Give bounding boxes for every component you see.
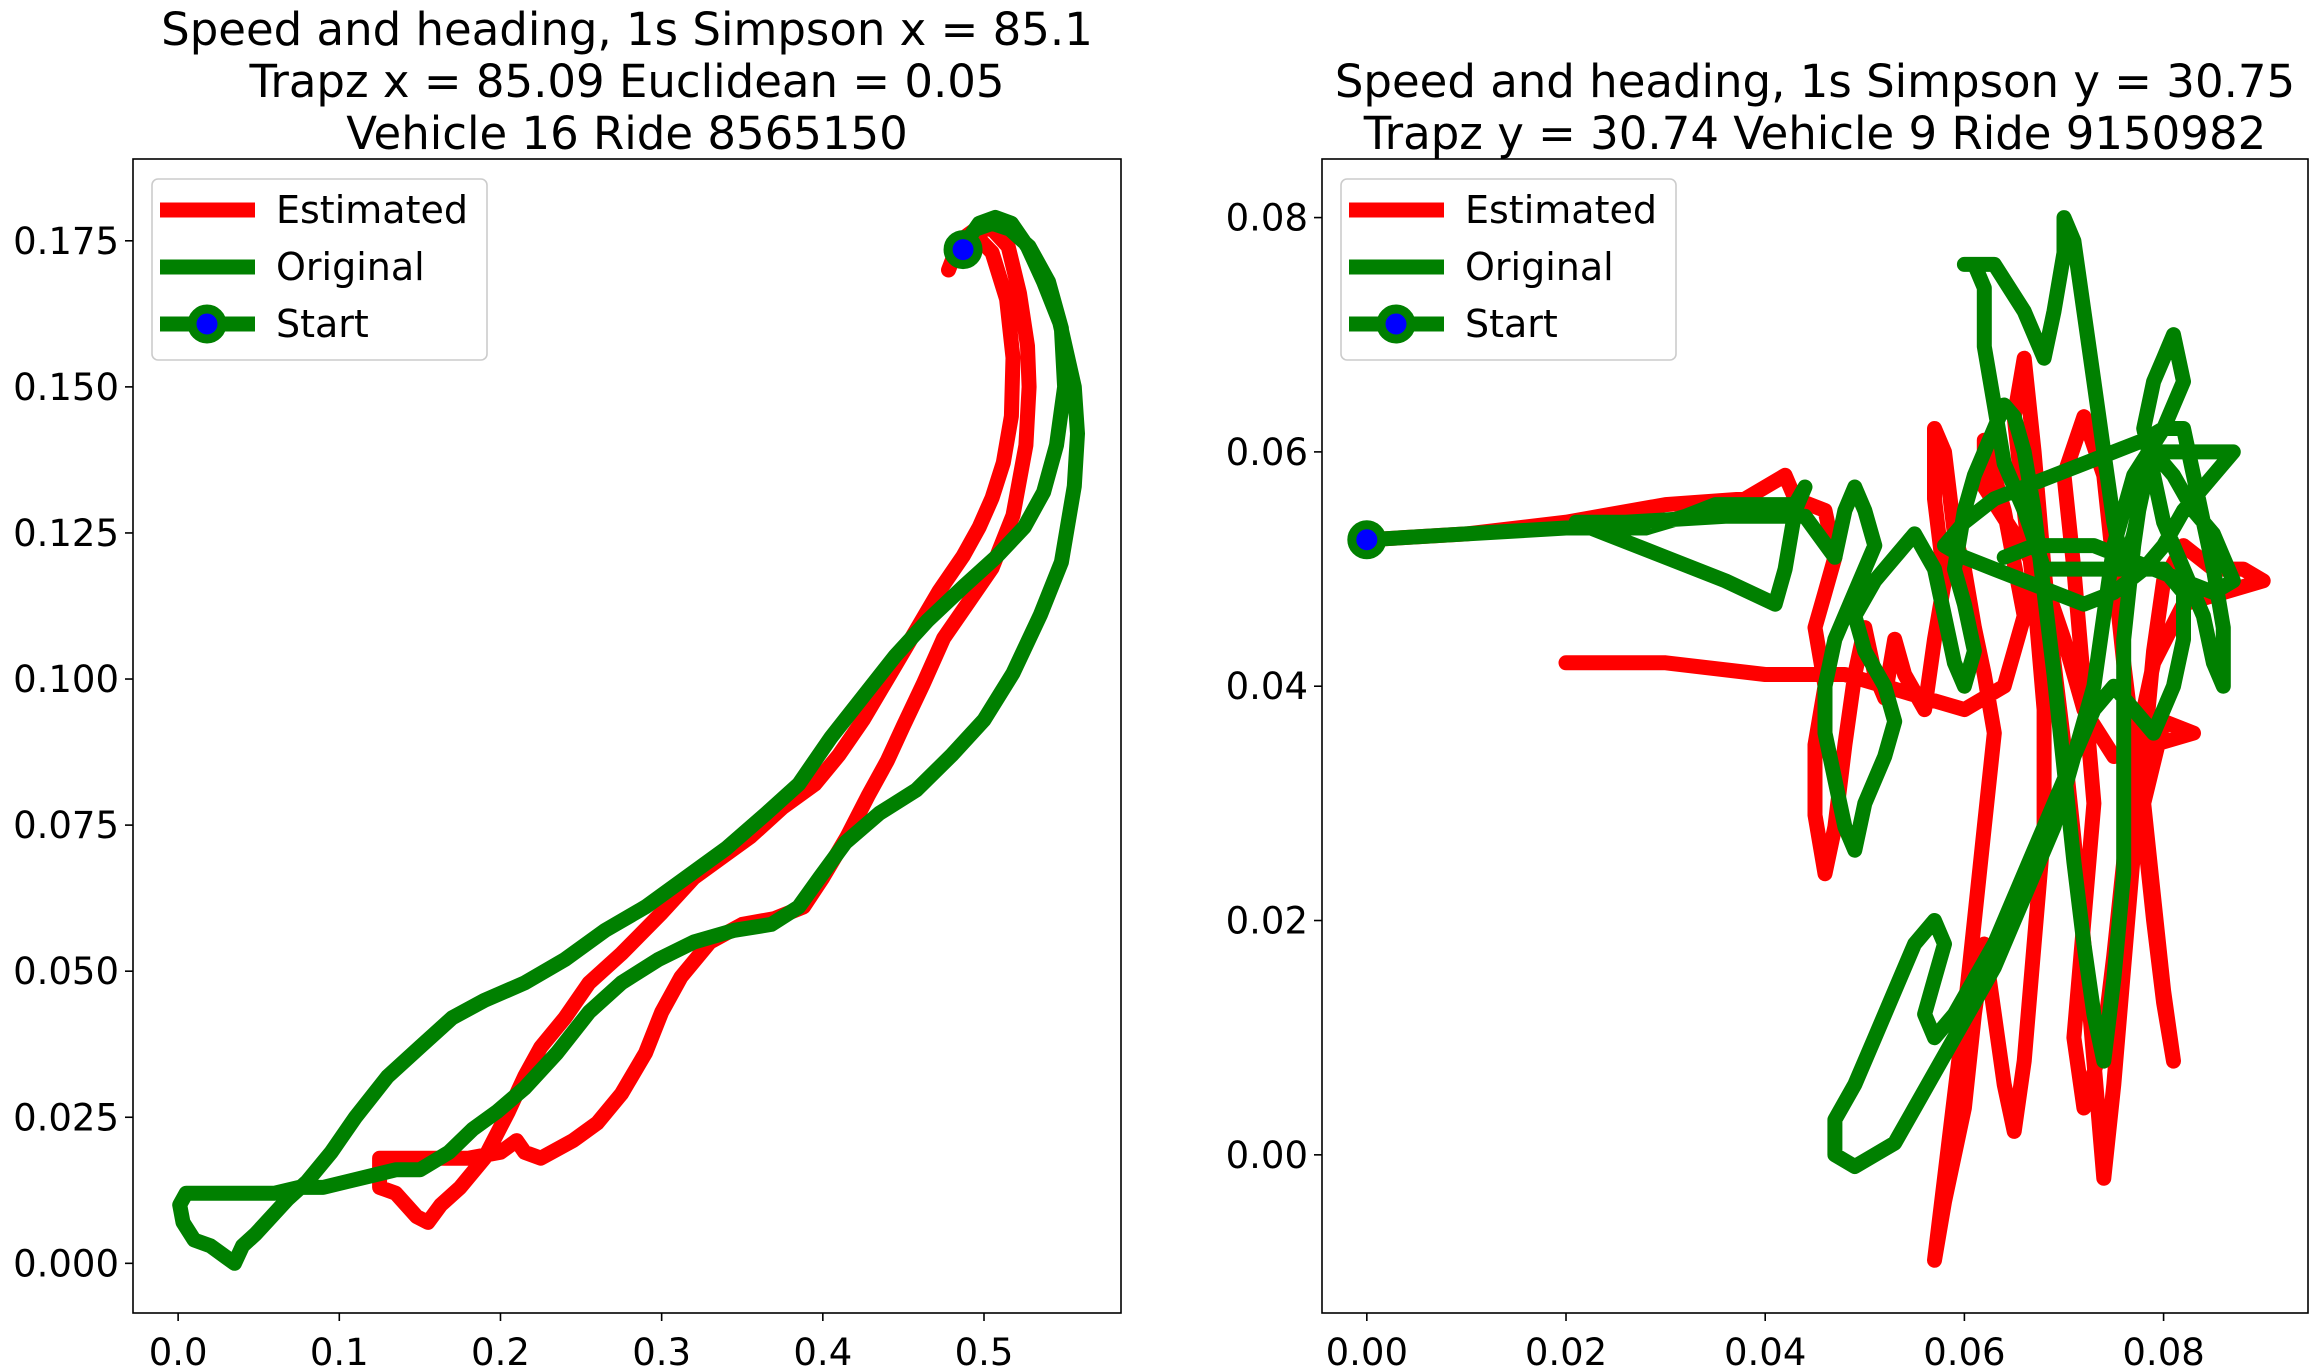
left-chart: Speed and heading, 1s Simpson x = 85.1Tr… <box>13 3 1122 1371</box>
plot-frame <box>1321 158 2309 1314</box>
chart-title-line: Speed and heading, 1s Simpson y = 30.75 <box>1335 55 2295 108</box>
legend: Estimated Original Start <box>1340 178 1677 361</box>
y-tick-label: 0.04 <box>1226 665 1308 708</box>
series-line-original <box>1359 210 2241 1175</box>
y-tick-label: 0.02 <box>1226 900 1308 943</box>
chart-title-line: Trapz y = 30.74 Vehicle 9 Ride 9150982 <box>1363 107 2266 160</box>
y-tick-label: 0.100 <box>13 658 119 701</box>
start-marker <box>1347 520 1387 560</box>
y-tick-label: 0.000 <box>13 1242 119 1285</box>
right-chart: Speed and heading, 1s Simpson y = 30.75T… <box>1226 55 2309 1371</box>
x-tick-label: 0.08 <box>2122 1331 2204 1371</box>
start-marker <box>943 230 983 270</box>
plot-frame <box>132 158 1122 1314</box>
chart-title-line: Vehicle 16 Ride 8565150 <box>346 107 908 160</box>
legend-start-marker <box>187 304 227 344</box>
series-line-estimated <box>372 221 1037 1230</box>
legend-label-original: Original <box>1465 245 1614 289</box>
y-tick-label: 0.050 <box>13 950 119 993</box>
plot-area <box>172 209 1085 1271</box>
x-tick-label: 0.2 <box>471 1331 530 1371</box>
y-tick-label: 0.00 <box>1226 1134 1308 1177</box>
legend-label-start: Start <box>276 302 369 346</box>
y-tick-label: 0.06 <box>1226 431 1308 474</box>
legend-label-original: Original <box>276 245 425 289</box>
legend-label-estimated: Estimated <box>276 188 468 232</box>
y-tick-label: 0.08 <box>1226 197 1308 240</box>
x-tick-label: 0.4 <box>793 1331 852 1371</box>
y-tick-label: 0.025 <box>13 1096 119 1139</box>
x-tick-label: 0.1 <box>310 1331 369 1371</box>
x-tick-label: 0.5 <box>955 1331 1014 1371</box>
legend: Estimated Original Start <box>151 178 488 361</box>
x-tick-label: 0.04 <box>1724 1331 1806 1371</box>
plot-area <box>1359 210 2271 1268</box>
legend-frame <box>1340 178 1677 361</box>
y-tick-label: 0.175 <box>13 220 119 263</box>
x-tick-label: 0.02 <box>1525 1331 1607 1371</box>
chart-title-line: Speed and heading, 1s Simpson x = 85.1 <box>161 3 1093 56</box>
chart-title-line: Trapz x = 85.09 Euclidean = 0.05 <box>248 55 1004 108</box>
legend-frame <box>151 178 488 361</box>
y-tick-label: 0.125 <box>13 512 119 555</box>
x-tick-label: 0.3 <box>632 1331 691 1371</box>
y-tick-label: 0.075 <box>13 804 119 847</box>
series-line-original <box>172 209 1085 1271</box>
legend-start-marker <box>1376 304 1416 344</box>
x-tick-label: 0.00 <box>1326 1331 1408 1371</box>
y-tick-label: 0.150 <box>13 366 119 409</box>
x-tick-label: 0.06 <box>1923 1331 2005 1371</box>
legend-label-start: Start <box>1465 302 1558 346</box>
legend-label-estimated: Estimated <box>1465 188 1657 232</box>
x-tick-label: 0.0 <box>149 1331 208 1371</box>
